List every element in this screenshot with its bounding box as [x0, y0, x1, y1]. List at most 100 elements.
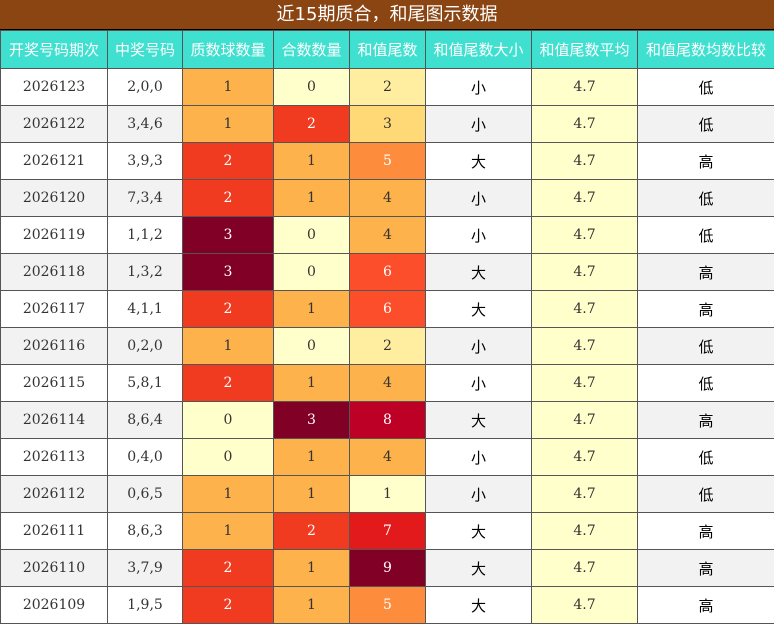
tail-size-cell: 小	[426, 328, 532, 365]
sum-tail-cell: 4	[350, 180, 426, 217]
prime-count-cell: 0	[183, 402, 274, 439]
tail-comparison-cell: 低	[638, 439, 774, 476]
numbers-cell: 3,7,9	[108, 550, 183, 587]
sum-tail-cell: 4	[350, 439, 426, 476]
sum-tail-cell: 6	[350, 291, 426, 328]
composite-count-cell: 0	[274, 69, 350, 106]
tail-average-cell: 4.7	[532, 69, 638, 106]
numbers-cell: 8,6,3	[108, 513, 183, 550]
numbers-cell: 8,6,4	[108, 402, 183, 439]
header-row: 开奖号码期次 中奖号码 质数球数量 合数数量 和值尾数 和值尾数大小 和值尾数平…	[1, 31, 774, 69]
tail-average-cell: 4.7	[532, 217, 638, 254]
sum-tail-cell: 4	[350, 217, 426, 254]
tail-comparison-cell: 高	[638, 143, 774, 180]
sum-tail-cell: 1	[350, 476, 426, 513]
composite-count-cell: 1	[274, 550, 350, 587]
composite-count-cell: 3	[274, 402, 350, 439]
composite-count-cell: 1	[274, 476, 350, 513]
prime-count-cell: 2	[183, 291, 274, 328]
tail-comparison-cell: 高	[638, 513, 774, 550]
sum-tail-cell: 6	[350, 254, 426, 291]
tail-average-cell: 4.7	[532, 587, 638, 624]
column-header-tail-average: 和值尾数平均	[532, 31, 638, 69]
tail-comparison-cell: 低	[638, 476, 774, 513]
tail-average-cell: 4.7	[532, 476, 638, 513]
sum-tail-cell: 9	[350, 550, 426, 587]
numbers-cell: 3,4,6	[108, 106, 183, 143]
period-cell: 2026117	[1, 291, 108, 328]
tail-comparison-cell: 低	[638, 180, 774, 217]
prime-count-cell: 1	[183, 513, 274, 550]
composite-count-cell: 1	[274, 365, 350, 402]
prime-count-cell: 2	[183, 180, 274, 217]
tail-comparison-cell: 低	[638, 217, 774, 254]
tail-size-cell: 大	[426, 254, 532, 291]
period-cell: 2026116	[1, 328, 108, 365]
composite-count-cell: 0	[274, 217, 350, 254]
tail-comparison-cell: 低	[638, 69, 774, 106]
column-header-numbers: 中奖号码	[108, 31, 183, 69]
tail-average-cell: 4.7	[532, 291, 638, 328]
period-cell: 2026115	[1, 365, 108, 402]
prime-count-cell: 3	[183, 254, 274, 291]
period-cell: 2026122	[1, 106, 108, 143]
period-cell: 2026120	[1, 180, 108, 217]
composite-count-cell: 1	[274, 439, 350, 476]
prime-count-cell: 1	[183, 476, 274, 513]
prime-count-cell: 1	[183, 69, 274, 106]
tail-average-cell: 4.7	[532, 550, 638, 587]
sum-tail-cell: 5	[350, 587, 426, 624]
sum-tail-cell: 2	[350, 328, 426, 365]
table-title: 近15期质合，和尾图示数据	[0, 0, 774, 30]
numbers-cell: 3,9,3	[108, 143, 183, 180]
period-cell: 2026114	[1, 402, 108, 439]
column-header-prime-count: 质数球数量	[183, 31, 274, 69]
tail-average-cell: 4.7	[532, 254, 638, 291]
composite-count-cell: 2	[274, 513, 350, 550]
prime-count-cell: 2	[183, 143, 274, 180]
tail-average-cell: 4.7	[532, 402, 638, 439]
tail-average-cell: 4.7	[532, 106, 638, 143]
sum-tail-cell: 5	[350, 143, 426, 180]
tail-average-cell: 4.7	[532, 328, 638, 365]
numbers-cell: 0,2,0	[108, 328, 183, 365]
period-cell: 2026109	[1, 587, 108, 624]
numbers-cell: 1,3,2	[108, 254, 183, 291]
tail-comparison-cell: 低	[638, 328, 774, 365]
period-cell: 2026111	[1, 513, 108, 550]
tail-comparison-cell: 低	[638, 106, 774, 143]
period-cell: 2026119	[1, 217, 108, 254]
numbers-cell: 2,0,0	[108, 69, 183, 106]
column-header-composite-count: 合数数量	[274, 31, 350, 69]
composite-count-cell: 0	[274, 328, 350, 365]
period-cell: 2026113	[1, 439, 108, 476]
prime-count-cell: 0	[183, 439, 274, 476]
tail-comparison-cell: 高	[638, 550, 774, 587]
tail-comparison-cell: 高	[638, 587, 774, 624]
prime-count-cell: 2	[183, 587, 274, 624]
tail-comparison-cell: 高	[638, 291, 774, 328]
tail-size-cell: 小	[426, 217, 532, 254]
sum-tail-cell: 7	[350, 513, 426, 550]
tail-comparison-cell: 低	[638, 365, 774, 402]
tail-size-cell: 小	[426, 365, 532, 402]
prime-count-cell: 3	[183, 217, 274, 254]
tail-size-cell: 大	[426, 291, 532, 328]
tail-average-cell: 4.7	[532, 439, 638, 476]
column-header-period: 开奖号码期次	[1, 31, 108, 69]
sum-tail-cell: 2	[350, 69, 426, 106]
tail-average-cell: 4.7	[532, 180, 638, 217]
composite-count-cell: 1	[274, 291, 350, 328]
column-header-tail-comparison: 和值尾数均数比较	[638, 31, 774, 69]
